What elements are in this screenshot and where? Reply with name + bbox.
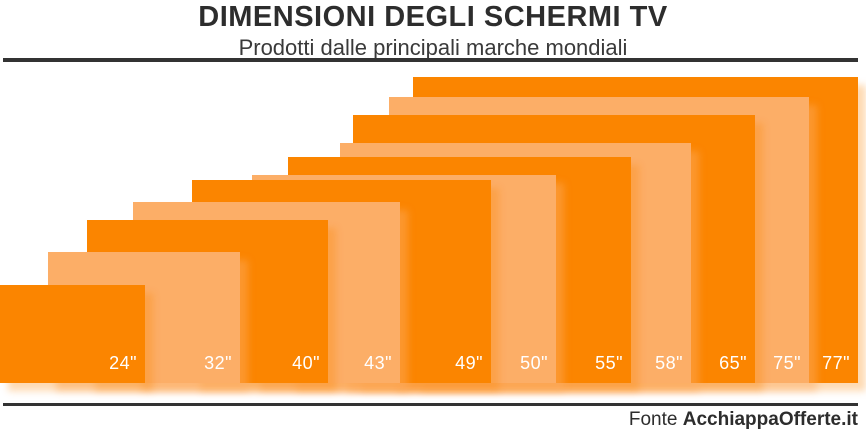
source-label: Fonte AcchiappaOfferte.it <box>0 409 858 431</box>
bar-label: 32" <box>204 353 232 373</box>
bar-label: 40" <box>292 353 320 373</box>
bar-label: 58" <box>655 353 683 373</box>
bar-label: 24" <box>109 353 137 373</box>
bar-label: 55" <box>595 353 623 373</box>
source-name: AcchiappaOfferte.it <box>682 409 858 430</box>
bar-label: 50" <box>520 353 548 373</box>
source-prefix: Fonte <box>628 409 683 430</box>
page-title: DIMENSIONI DEGLI SCHERMI TV <box>198 1 668 33</box>
bar-label: 65" <box>719 353 747 373</box>
header-divider-rule <box>3 58 858 62</box>
bar-label: 49" <box>455 353 483 373</box>
tv-bar-24in: 24" <box>0 285 145 383</box>
footer-divider-rule <box>3 403 858 406</box>
chart-header: DIMENSIONI DEGLI SCHERMI TV Prodotti dal… <box>0 0 866 61</box>
bar-label: 77" <box>822 353 850 373</box>
bar-label: 43" <box>364 353 392 373</box>
bar-label: 75" <box>773 353 801 373</box>
page-subtitle: Prodotti dalle principali marche mondial… <box>238 35 628 60</box>
